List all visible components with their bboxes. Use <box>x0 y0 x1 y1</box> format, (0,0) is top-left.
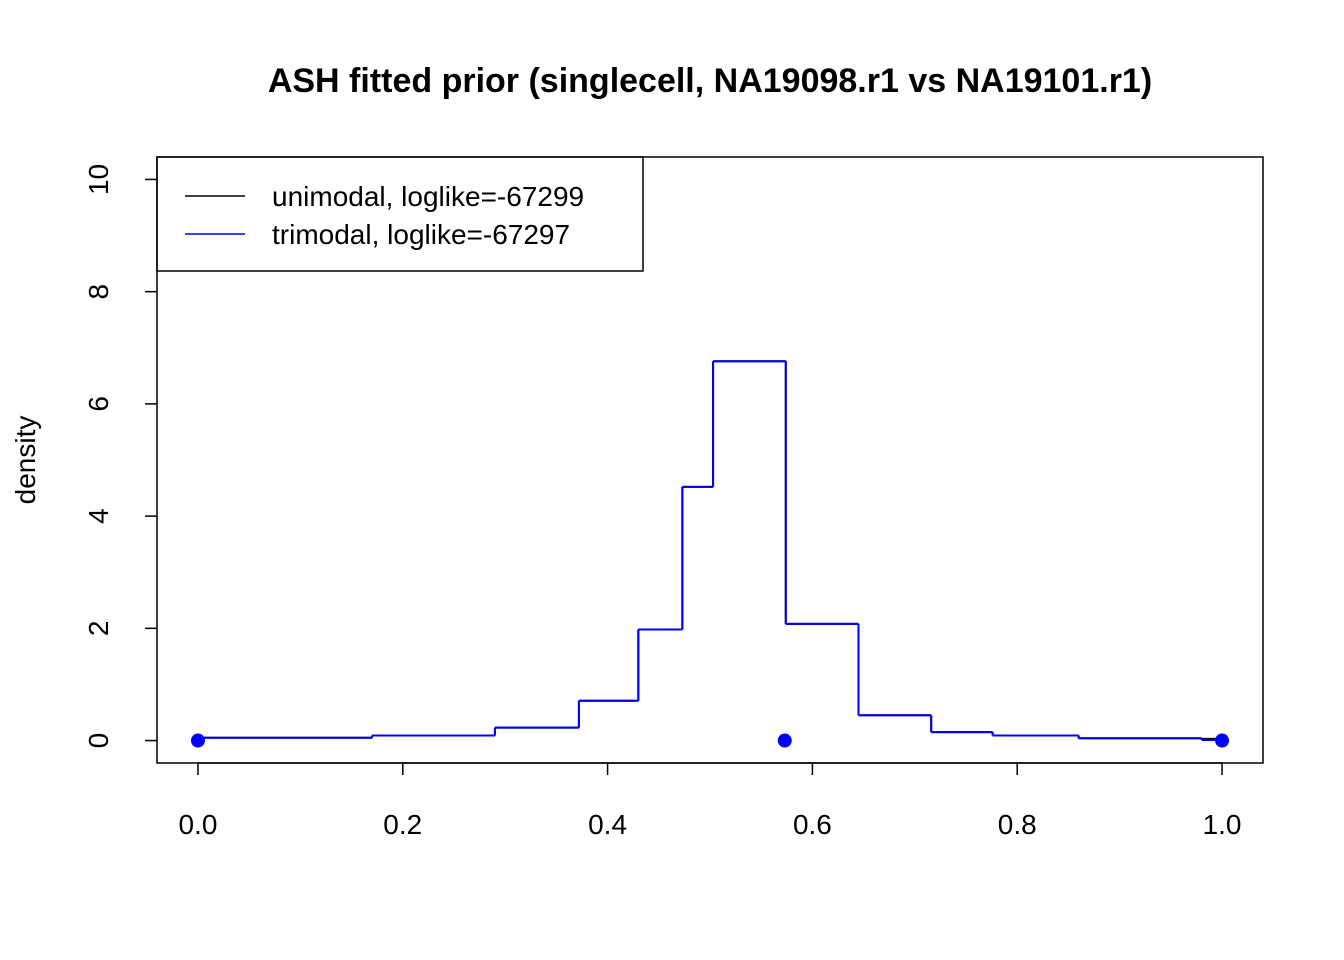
x-tick-label: 0.0 <box>178 809 217 840</box>
point <box>777 733 792 748</box>
y-tick-label: 6 <box>83 396 114 412</box>
point <box>190 733 205 748</box>
point <box>1215 733 1230 748</box>
legend-label: unimodal, loglike=-67299 <box>272 181 584 212</box>
y-tick-label: 2 <box>83 621 114 637</box>
legend-box <box>156 156 644 272</box>
x-tick-label: 1.0 <box>1203 809 1242 840</box>
x-tick-label: 0.6 <box>793 809 832 840</box>
y-tick-label: 4 <box>83 508 114 524</box>
x-tick-label: 0.4 <box>588 809 627 840</box>
y-tick-label: 10 <box>83 164 114 195</box>
y-tick-label: 0 <box>83 733 114 749</box>
x-tick-label: 0.8 <box>998 809 1037 840</box>
legend-label: trimodal, loglike=-67297 <box>272 219 570 250</box>
y-axis-label: density <box>10 416 41 505</box>
chart-title: ASH fitted prior (singlecell, NA19098.r1… <box>268 62 1152 100</box>
y-tick-label: 8 <box>83 284 114 300</box>
x-tick-label: 0.2 <box>383 809 422 840</box>
